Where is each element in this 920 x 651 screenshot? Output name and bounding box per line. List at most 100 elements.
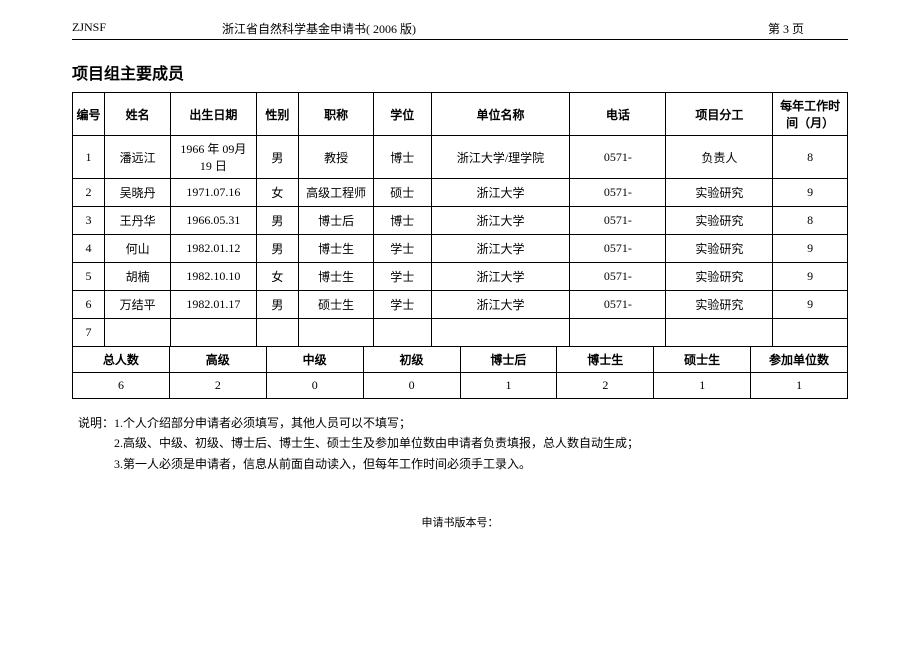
cell-phone: 0571- <box>570 179 666 207</box>
cell-title: 博士生 <box>299 235 374 263</box>
cell-months: 9 <box>773 263 848 291</box>
cell-gender: 男 <box>256 235 299 263</box>
cell-birth: 1982.10.10 <box>171 263 256 291</box>
col-role: 项目分工 <box>666 93 773 136</box>
sum-senior-h: 高级 <box>169 347 266 373</box>
cell-unit: 浙江大学 <box>431 179 570 207</box>
sum-units-v: 1 <box>751 373 848 399</box>
cell-name: 潘远江 <box>105 136 171 179</box>
sum-mid-v: 0 <box>266 373 363 399</box>
sum-junior-h: 初级 <box>363 347 460 373</box>
summary-table: 总人数 高级 中级 初级 博士后 博士生 硕士生 参加单位数 6 2 0 0 1… <box>72 346 848 399</box>
cell-gender <box>256 319 299 347</box>
cell-months: 9 <box>773 291 848 319</box>
cell-phone: 0571- <box>570 263 666 291</box>
cell-role: 实验研究 <box>666 291 773 319</box>
col-degree: 学位 <box>373 93 431 136</box>
cell-title: 教授 <box>299 136 374 179</box>
cell-birth <box>171 319 256 347</box>
cell-phone: 0571- <box>570 235 666 263</box>
sum-units-h: 参加单位数 <box>751 347 848 373</box>
sum-postdoc-v: 1 <box>460 373 557 399</box>
header-center: 浙江省自然科学基金申请书( 2006 版) <box>222 20 768 37</box>
note-1: 1.个人介绍部分申请者必须填写，其他人员可以不填写； <box>114 413 848 433</box>
cell-unit: 浙江大学 <box>431 291 570 319</box>
cell-role: 实验研究 <box>666 207 773 235</box>
cell-name: 万结平 <box>105 291 171 319</box>
notes-prefix: 说明： <box>72 413 114 433</box>
cell-months <box>773 319 848 347</box>
cell-gender: 男 <box>256 207 299 235</box>
cell-degree <box>373 319 431 347</box>
page-header: ZJNSF 浙江省自然科学基金申请书( 2006 版) 第 3 页 <box>72 20 848 37</box>
cell-birth: 1971.07.16 <box>171 179 256 207</box>
table-row: 2吴晓丹1971.07.16女高级工程师硕士浙江大学0571-实验研究9 <box>73 179 848 207</box>
cell-unit: 浙江大学 <box>431 235 570 263</box>
cell-unit <box>431 319 570 347</box>
header-right: 第 3 页 <box>768 20 848 37</box>
page: ZJNSF 浙江省自然科学基金申请书( 2006 版) 第 3 页 项目组主要成… <box>0 0 920 530</box>
cell-birth: 1966 年 09月 19 日 <box>171 136 256 179</box>
cell-name: 何山 <box>105 235 171 263</box>
header-underline <box>72 39 848 40</box>
sum-junior-v: 0 <box>363 373 460 399</box>
col-gender: 性别 <box>256 93 299 136</box>
cell-name <box>105 319 171 347</box>
table-row: 3王丹华1966.05.31男博士后博士浙江大学0571-实验研究8 <box>73 207 848 235</box>
cell-birth: 1982.01.12 <box>171 235 256 263</box>
sum-mid-h: 中级 <box>266 347 363 373</box>
members-table: 编号 姓名 出生日期 性别 职称 学位 单位名称 电话 项目分工 每年工作时间（… <box>72 92 848 347</box>
cell-degree: 学士 <box>373 291 431 319</box>
header-left: ZJNSF <box>72 20 222 37</box>
table-row: 6万结平1982.01.17男硕士生学士浙江大学0571-实验研究9 <box>73 291 848 319</box>
cell-no: 2 <box>73 179 105 207</box>
sum-master-v: 1 <box>654 373 751 399</box>
cell-name: 吴晓丹 <box>105 179 171 207</box>
section-title: 项目组主要成员 <box>72 60 848 84</box>
sum-phd-v: 2 <box>557 373 654 399</box>
cell-gender: 女 <box>256 263 299 291</box>
cell-name: 王丹华 <box>105 207 171 235</box>
members-header-row: 编号 姓名 出生日期 性别 职称 学位 单位名称 电话 项目分工 每年工作时间（… <box>73 93 848 136</box>
cell-phone: 0571- <box>570 136 666 179</box>
col-no: 编号 <box>73 93 105 136</box>
version-label: 申请书版本号： <box>72 514 848 530</box>
cell-phone <box>570 319 666 347</box>
cell-title: 高级工程师 <box>299 179 374 207</box>
cell-no: 5 <box>73 263 105 291</box>
cell-name: 胡楠 <box>105 263 171 291</box>
cell-months: 8 <box>773 136 848 179</box>
cell-gender: 男 <box>256 136 299 179</box>
col-unit: 单位名称 <box>431 93 570 136</box>
table-row: 5胡楠1982.10.10女博士生学士浙江大学0571-实验研究9 <box>73 263 848 291</box>
table-row: 4何山1982.01.12男博士生学士浙江大学0571-实验研究9 <box>73 235 848 263</box>
cell-role: 实验研究 <box>666 263 773 291</box>
cell-birth: 1966.05.31 <box>171 207 256 235</box>
cell-role: 实验研究 <box>666 235 773 263</box>
cell-degree: 学士 <box>373 235 431 263</box>
table-row: 7 <box>73 319 848 347</box>
cell-gender: 女 <box>256 179 299 207</box>
cell-no: 7 <box>73 319 105 347</box>
note-2: 2.高级、中级、初级、博士后、博士生、硕士生及参加单位数由申请者负责填报，总人数… <box>114 433 848 453</box>
cell-no: 3 <box>73 207 105 235</box>
cell-role <box>666 319 773 347</box>
cell-degree: 博士 <box>373 136 431 179</box>
cell-months: 9 <box>773 235 848 263</box>
cell-degree: 博士 <box>373 207 431 235</box>
cell-no: 1 <box>73 136 105 179</box>
sum-master-h: 硕士生 <box>654 347 751 373</box>
sum-total-v: 6 <box>73 373 170 399</box>
cell-no: 6 <box>73 291 105 319</box>
col-birth: 出生日期 <box>171 93 256 136</box>
cell-unit: 浙江大学 <box>431 207 570 235</box>
cell-phone: 0571- <box>570 207 666 235</box>
cell-degree: 硕士 <box>373 179 431 207</box>
table-row: 1潘远江1966 年 09月 19 日男教授博士浙江大学/理学院0571-负责人… <box>73 136 848 179</box>
sum-senior-v: 2 <box>169 373 266 399</box>
cell-title: 博士后 <box>299 207 374 235</box>
cell-phone: 0571- <box>570 291 666 319</box>
summary-value-row: 6 2 0 0 1 2 1 1 <box>73 373 848 399</box>
cell-title: 硕士生 <box>299 291 374 319</box>
col-title: 职称 <box>299 93 374 136</box>
